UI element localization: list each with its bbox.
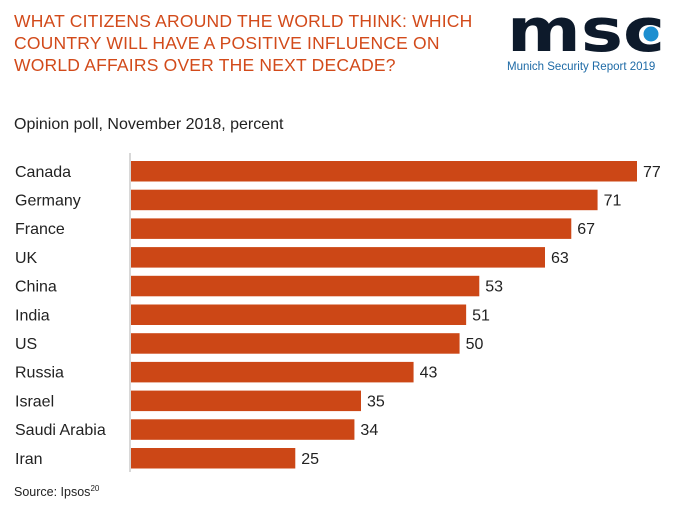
value-label: 67 <box>577 221 595 238</box>
category-label: Germany <box>15 192 81 209</box>
source-label: Source: Ipsos <box>14 485 91 500</box>
value-label: 53 <box>485 279 503 296</box>
bar <box>131 275 480 297</box>
bar <box>131 390 361 412</box>
chart-title-line-3: WORLD AFFAIRS OVER THE NEXT DECADE? <box>14 55 396 75</box>
category-label: Saudi Arabia <box>15 422 106 439</box>
source-note: Source: Ipsos20 <box>14 484 99 499</box>
bar <box>131 361 414 383</box>
source-footnote: 20 <box>90 484 100 493</box>
msc-logo: msc Munich Security Report 2019 <box>507 6 667 76</box>
category-label: France <box>15 221 65 238</box>
value-label: 34 <box>360 422 378 439</box>
bars: Canada 77 Germany 71 France 67 UK 63 China 53 Indi… <box>15 161 661 469</box>
bar <box>131 448 296 469</box>
bar <box>131 304 467 325</box>
value-label: 77 <box>643 164 661 181</box>
chart-subtitle: Opinion poll, November 2018, percent <box>14 116 284 133</box>
category-label: US <box>15 336 37 353</box>
value-label: 43 <box>420 365 438 382</box>
category-label: India <box>15 307 50 324</box>
category-label: Israel <box>15 393 54 410</box>
bar <box>131 247 545 268</box>
bar <box>131 161 637 182</box>
category-label: UK <box>15 250 38 267</box>
msc-logo-wordmark: msc <box>507 6 665 56</box>
value-label: 51 <box>472 307 490 324</box>
bar <box>131 218 572 239</box>
value-label: 25 <box>301 451 319 468</box>
category-label: China <box>15 279 57 296</box>
value-label: 71 <box>604 192 622 209</box>
bar-chart: Canada 77 Germany 71 France 67 UK 63 China 53 Indi… <box>15 153 661 472</box>
value-label: 63 <box>551 250 569 267</box>
msc-logo-dot-icon <box>643 26 659 42</box>
chart-title: WHAT CITIZENS AROUND THE WORLD THINK: WH… <box>14 10 494 76</box>
msc-logo-text: msc <box>507 6 665 56</box>
logo-caption: Munich Security Report 2019 <box>507 61 656 73</box>
value-label: 35 <box>367 393 385 410</box>
value-label: 50 <box>466 336 484 353</box>
bar <box>131 189 598 211</box>
chart-title-line-1: WHAT CITIZENS AROUND THE WORLD THINK: WH… <box>14 11 473 31</box>
bar <box>131 419 355 440</box>
bar <box>131 333 460 354</box>
chart-title-line-2: COUNTRY WILL HAVE A POSITIVE INFLUENCE O… <box>14 33 440 53</box>
category-label: Russia <box>15 365 64 382</box>
category-label: Iran <box>15 451 43 468</box>
category-label: Canada <box>15 164 71 181</box>
